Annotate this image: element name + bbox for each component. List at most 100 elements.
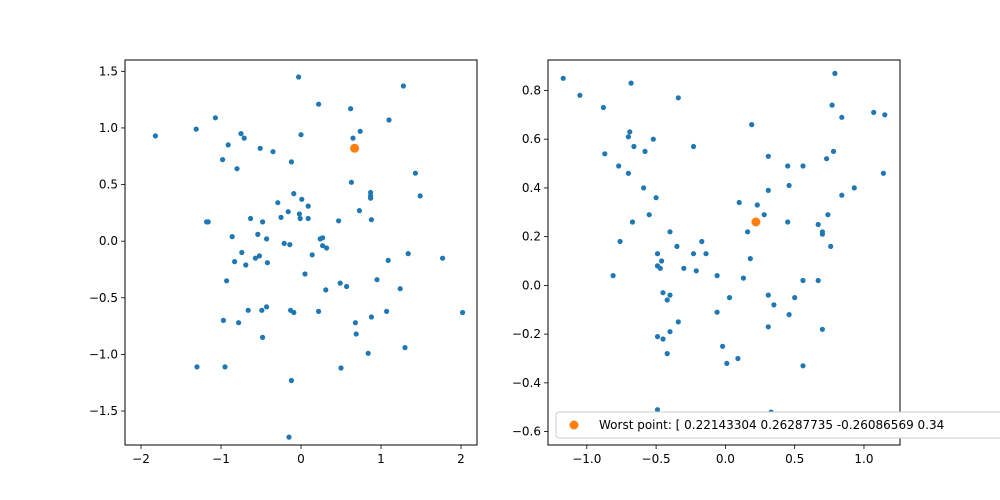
subplot-1: −2 −1 0 1 2 −1.5 −1.0 −0.5 0.0 0.5 1.0 1.5 (89, 59, 478, 466)
y-tick-label: 1.0 (99, 121, 118, 135)
data-point (386, 117, 392, 123)
data-point (405, 251, 411, 257)
data-point (720, 343, 726, 349)
data-point (819, 326, 826, 332)
data-point (397, 286, 403, 292)
data-point (839, 192, 845, 198)
data-point (287, 242, 293, 248)
subplot-2: −1.0 −0.5 0.0 0.5 1.0 −0.6 −0.4 −0.2 0.0 0.2 0.4 0.… (512, 59, 1000, 466)
data-point (736, 199, 742, 206)
data-point (338, 365, 344, 371)
data-point (291, 191, 297, 197)
data-point (440, 255, 446, 261)
data-point (786, 182, 792, 189)
data-point (286, 434, 292, 440)
data-point (646, 212, 652, 218)
data-point (255, 231, 261, 237)
data-point (348, 106, 354, 112)
data-point (815, 277, 821, 284)
data-point (617, 238, 623, 245)
data-point (222, 364, 228, 370)
data-point (714, 273, 720, 279)
data-point (693, 268, 699, 274)
data-point (288, 159, 294, 165)
data-point (260, 219, 266, 225)
plot-frame (547, 59, 901, 446)
data-point (212, 115, 218, 121)
data-point (220, 317, 226, 323)
data-point (194, 364, 200, 370)
data-point (785, 219, 791, 225)
data-point (815, 221, 821, 228)
data-point (278, 214, 284, 220)
y-tick-label: 0.8 (522, 83, 541, 97)
data-point (641, 185, 647, 191)
scatter-series (560, 70, 888, 415)
data-point (412, 170, 418, 176)
data-point (309, 252, 315, 258)
data-point (297, 215, 303, 222)
data-point (839, 114, 845, 120)
data-point (765, 153, 771, 159)
data-point (786, 312, 792, 318)
data-point (560, 75, 566, 81)
x-tick-label: 0 (297, 452, 305, 466)
data-point (851, 185, 857, 191)
data-point (675, 95, 681, 101)
data-point (871, 109, 877, 115)
data-point (417, 193, 423, 199)
data-point (735, 355, 741, 362)
data-point (400, 83, 406, 89)
data-point (368, 217, 374, 223)
data-point (660, 336, 666, 342)
data-point (828, 243, 834, 249)
data-point (667, 329, 673, 335)
data-point (771, 302, 777, 308)
data-point (765, 292, 771, 298)
data-point (602, 151, 608, 157)
data-point (281, 240, 287, 246)
data-point (825, 212, 831, 218)
legend-box (555, 411, 1000, 439)
data-point (832, 70, 838, 76)
data-point (193, 126, 199, 132)
data-point (654, 251, 661, 257)
data-point (296, 211, 302, 217)
data-point (323, 287, 329, 293)
data-point (761, 212, 767, 218)
data-point (256, 253, 262, 259)
data-point (664, 297, 670, 303)
data-point (628, 80, 634, 86)
data-point (625, 170, 632, 176)
data-point (291, 309, 297, 316)
data-point (754, 202, 760, 208)
data-point (260, 334, 266, 340)
worst-point-series (751, 217, 761, 227)
data-point (631, 143, 637, 150)
x-tick-label: 1.0 (854, 452, 873, 466)
data-point (749, 122, 755, 128)
data-point (650, 136, 656, 142)
data-point (225, 142, 231, 148)
legend-label: Worst point: [ 0.22143304 0.26287735 -0.… (599, 418, 944, 432)
y-tick-label: 0.0 (522, 278, 541, 292)
data-point (296, 74, 302, 80)
data-point (264, 260, 270, 266)
scatter-series (152, 74, 466, 440)
y-tick-label: −0.4 (512, 376, 541, 390)
data-point (252, 255, 258, 261)
data-point (302, 271, 308, 277)
y-tick-label: 0.5 (99, 178, 118, 192)
data-point (320, 243, 326, 249)
data-point (674, 243, 680, 249)
data-point (365, 350, 371, 356)
data-point (785, 163, 791, 169)
x-tick-label: −1 (212, 452, 230, 466)
data-point (642, 148, 648, 154)
data-point (740, 275, 747, 281)
x-tick-label: 0.5 (785, 452, 804, 466)
data-point (577, 92, 583, 98)
data-point (824, 156, 830, 162)
data-point (627, 129, 633, 135)
